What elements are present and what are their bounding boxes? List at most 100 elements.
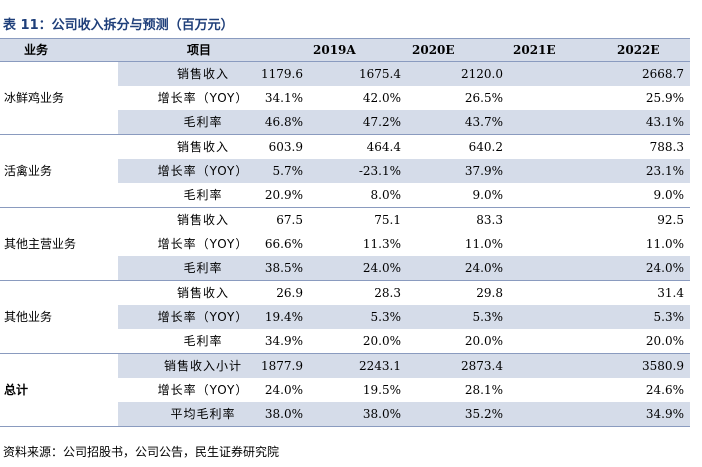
value-2020e: 11.3% [362,237,401,251]
value-2022e: 2668.7 [642,67,684,81]
segment-group: 其他业务 销售收入 26.9 28.3 29.8 31.4 增长率（YOY） 1… [0,281,690,354]
value-2020e: 19.5% [362,383,401,397]
header-item: 项目 [187,43,212,57]
segment-group: 冰鲜鸡业务 销售收入 1179.6 1675.4 2120.0 2668.7 增… [0,62,690,135]
segment-label: 活禽业务 [4,164,53,178]
value-2020e: 2243.1 [359,359,401,373]
value-2019a: 19.4% [264,310,303,324]
value-2019a: 20.9% [264,188,303,202]
value-2020e: 28.3 [374,286,401,300]
value-2021e: 2120.0 [461,67,503,81]
value-2019a: 26.9 [276,286,303,300]
value-2020e: 42.0% [362,91,401,105]
row-item: 增长率（YOY） [157,164,249,178]
value-2020e: 24.0% [362,261,401,275]
value-2022e: 23.1% [645,164,684,178]
row-item: 销售收入小计 [163,359,242,373]
value-2019a: 1179.6 [261,67,303,81]
value-2022e: 24.6% [645,383,684,397]
value-2022e: 20.0% [645,334,684,348]
value-2019a: 34.1% [264,91,303,105]
value-2022e: 5.3% [653,310,685,324]
segment-label: 其他业务 [4,310,53,324]
segment-label: 冰鲜鸡业务 [4,91,65,105]
table-header: 业务 项目 2019A 2020E 2021E 2022E [0,38,690,62]
value-2021e: 9.0% [472,188,504,202]
table-row: 增长率（YOY） 5.7% -23.1% 37.9% 23.1% [118,159,690,183]
table-row: 毛利率 38.5% 24.0% 24.0% 24.0% [118,256,690,280]
header-year-2019a: 2019A [313,43,356,57]
value-2022e: 24.0% [645,261,684,275]
value-2020e: 75.1 [374,213,401,227]
table-row: 平均毛利率 38.0% 38.0% 35.2% 34.9% [118,402,690,426]
value-2022e: 25.9% [645,91,684,105]
table-title: 表 11：公司收入拆分与预测（百万元） [3,18,234,33]
value-2021e: 28.1% [464,383,503,397]
row-item: 增长率（YOY） [157,383,249,397]
value-2019a: 66.6% [264,237,303,251]
value-2021e: 5.3% [472,310,504,324]
row-item: 毛利率 [183,261,223,275]
segment-label: 其他主营业务 [4,237,77,251]
value-2019a: 67.5 [276,213,303,227]
table-row: 销售收入 603.9 464.4 640.2 788.3 [118,135,690,159]
header-segment: 业务 [24,43,49,57]
row-item: 增长率（YOY） [157,237,249,251]
segment-group: 活禽业务 销售收入 603.9 464.4 640.2 788.3 增长率（YO… [0,135,690,208]
segment-group: 其他主营业务 销售收入 67.5 75.1 83.3 92.5 增长率（YOY）… [0,208,690,281]
value-2019a: 24.0% [264,383,303,397]
value-2021e: 11.0% [464,237,503,251]
row-item: 毛利率 [183,334,223,348]
header-year-2022e: 2022E [617,43,660,57]
value-2021e: 29.8 [476,286,503,300]
row-item: 平均毛利率 [170,407,236,421]
table-row: 增长率（YOY） 19.4% 5.3% 5.3% 5.3% [118,305,690,329]
value-2020e: 464.4 [366,140,401,154]
value-2020e: -23.1% [358,164,401,178]
value-2019a: 38.5% [264,261,303,275]
total-group: 总计 销售收入小计 1877.9 2243.1 2873.4 3580.9 增长… [0,354,690,427]
header-year-2020e: 2020E [412,43,455,57]
value-2022e: 9.0% [653,188,685,202]
value-2022e: 3580.9 [642,359,684,373]
table-row: 销售收入 26.9 28.3 29.8 31.4 [118,281,690,305]
value-2021e: 35.2% [464,407,503,421]
total-label: 总计 [4,383,29,397]
row-item: 毛利率 [183,188,223,202]
value-2022e: 11.0% [645,237,684,251]
value-2019a: 38.0% [264,407,303,421]
value-2022e: 788.3 [649,140,684,154]
value-2022e: 43.1% [645,115,684,129]
table-row: 毛利率 20.9% 8.0% 9.0% 9.0% [118,183,690,207]
table-row: 增长率（YOY） 24.0% 19.5% 28.1% 24.6% [118,378,690,402]
table-row: 增长率（YOY） 34.1% 42.0% 26.5% 25.9% [118,86,690,110]
value-2022e: 92.5 [657,213,684,227]
value-2019a: 46.8% [264,115,303,129]
value-2019a: 34.9% [264,334,303,348]
value-2020e: 47.2% [362,115,401,129]
table-row: 销售收入 1179.6 1675.4 2120.0 2668.7 [118,62,690,86]
value-2022e: 31.4 [657,286,684,300]
row-item: 销售收入 [176,213,229,227]
value-2020e: 38.0% [362,407,401,421]
value-2020e: 5.3% [370,310,402,324]
table-row: 毛利率 46.8% 47.2% 43.7% 43.1% [118,110,690,134]
value-2021e: 37.9% [464,164,503,178]
row-item: 销售收入 [176,67,229,81]
table-row: 增长率（YOY） 66.6% 11.3% 11.0% 11.0% [118,232,690,256]
row-item: 销售收入 [176,140,229,154]
row-item: 毛利率 [183,115,223,129]
value-2020e: 20.0% [362,334,401,348]
source-note: 资料来源：公司招股书，公司公告，民生证券研究院 [3,445,280,459]
value-2021e: 2873.4 [461,359,503,373]
value-2019a: 5.7% [272,164,304,178]
value-2021e: 24.0% [464,261,503,275]
table-row: 销售收入 67.5 75.1 83.3 92.5 [118,208,690,232]
header-year-2021e: 2021E [513,43,556,57]
value-2020e: 1675.4 [359,67,401,81]
table-row: 销售收入小计 1877.9 2243.1 2873.4 3580.9 [118,354,690,378]
value-2021e: 43.7% [464,115,503,129]
value-2022e: 34.9% [645,407,684,421]
value-2019a: 1877.9 [261,359,303,373]
value-2019a: 603.9 [268,140,303,154]
